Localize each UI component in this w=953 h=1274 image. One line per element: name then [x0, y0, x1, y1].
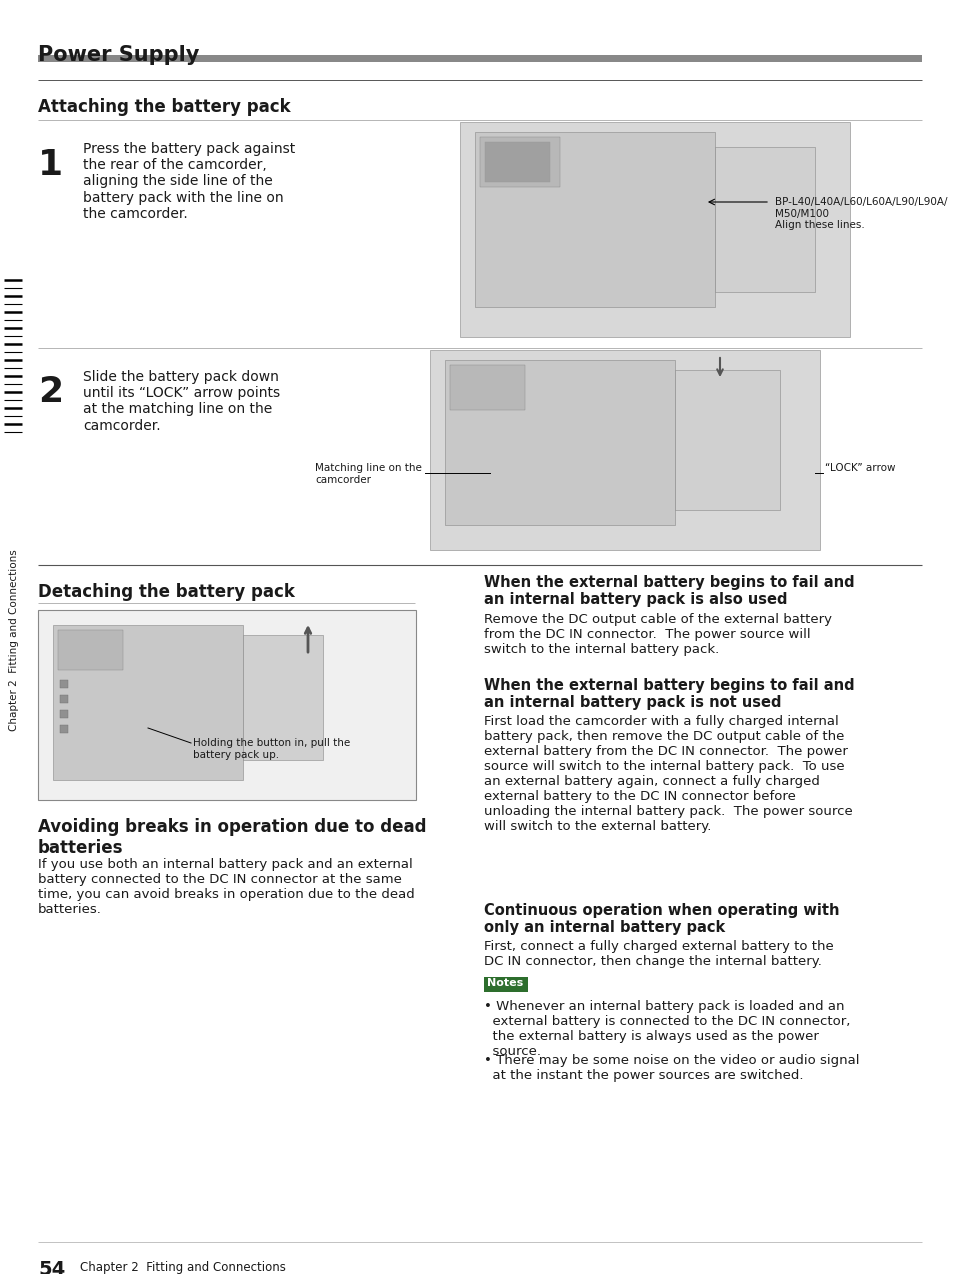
Text: First, connect a fully charged external battery to the
DC IN connector, then cha: First, connect a fully charged external …	[483, 940, 833, 968]
Bar	[243, 634, 323, 761]
Bar	[60, 680, 68, 688]
Bar	[714, 147, 814, 292]
Bar	[430, 350, 820, 550]
Text: Continuous operation when operating with
only an internal battery pack: Continuous operation when operating with…	[483, 903, 839, 935]
Text: “LOCK” arrow: “LOCK” arrow	[824, 462, 895, 473]
Bar	[53, 626, 243, 780]
Bar	[479, 138, 559, 187]
Bar	[38, 55, 921, 62]
Text: Chapter 2  Fitting and Connections: Chapter 2 Fitting and Connections	[80, 1261, 286, 1274]
Text: Holding the button in, pull the
battery pack up.: Holding the button in, pull the battery …	[193, 738, 350, 759]
Text: Detaching the battery pack: Detaching the battery pack	[38, 583, 294, 601]
Text: Slide the battery pack down
until its “LOCK” arrow points
at the matching line o: Slide the battery pack down until its “L…	[83, 369, 280, 433]
Text: First load the camcorder with a fully charged internal
battery pack, then remove: First load the camcorder with a fully ch…	[483, 715, 852, 833]
Text: 54: 54	[38, 1260, 65, 1274]
Bar	[450, 364, 524, 410]
Bar	[58, 631, 123, 670]
Text: When the external battery begins to fail and
an internal battery pack is also us: When the external battery begins to fail…	[483, 575, 854, 608]
Text: 2: 2	[38, 375, 63, 409]
Text: Power Supply: Power Supply	[38, 45, 199, 65]
Bar	[60, 696, 68, 703]
Text: When the external battery begins to fail and
an internal battery pack is not use: When the external battery begins to fail…	[483, 678, 854, 711]
Bar	[60, 725, 68, 733]
Text: Notes: Notes	[486, 978, 522, 989]
Text: Avoiding breaks in operation due to dead
batteries: Avoiding breaks in operation due to dead…	[38, 818, 426, 857]
Bar	[444, 361, 675, 525]
Text: Chapter 2  Fitting and Connections: Chapter 2 Fitting and Connections	[9, 549, 19, 731]
Bar	[483, 977, 527, 992]
Text: 1: 1	[38, 148, 63, 182]
Bar	[60, 710, 68, 719]
Bar	[38, 610, 416, 800]
Text: • Whenever an internal battery pack is loaded and an
  external battery is conne: • Whenever an internal battery pack is l…	[483, 1000, 849, 1057]
Text: BP-L40/L40A/L60/L60A/L90/L90A/
M50/M100
Align these lines.: BP-L40/L40A/L60/L60A/L90/L90A/ M50/M100 …	[774, 197, 946, 231]
Text: Remove the DC output cable of the external battery
from the DC IN connector.  Th: Remove the DC output cable of the extern…	[483, 613, 831, 656]
Bar	[475, 132, 714, 307]
Bar	[675, 369, 780, 510]
Text: Press the battery pack against
the rear of the camcorder,
aligning the side line: Press the battery pack against the rear …	[83, 141, 294, 220]
Text: If you use both an internal battery pack and an external
battery connected to th: If you use both an internal battery pack…	[38, 857, 415, 916]
Text: Matching line on the
camcorder: Matching line on the camcorder	[314, 462, 421, 484]
Bar	[484, 141, 550, 182]
Text: Attaching the battery pack: Attaching the battery pack	[38, 98, 291, 116]
Bar	[459, 122, 849, 338]
Text: • There may be some noise on the video or audio signal
  at the instant the powe: • There may be some noise on the video o…	[483, 1054, 859, 1082]
